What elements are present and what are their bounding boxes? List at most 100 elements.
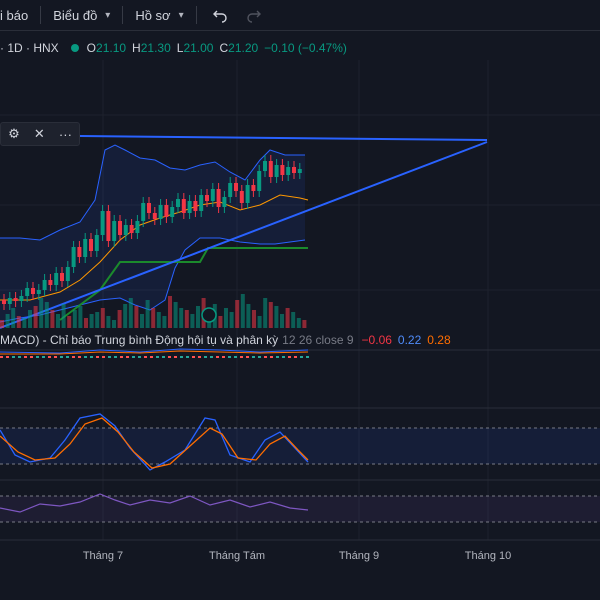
volume-bar: [84, 318, 88, 328]
profile-menu[interactable]: Hồ sơ ▾: [129, 0, 189, 30]
volume-bar: [44, 302, 49, 328]
macd-histogram-bar: [270, 356, 273, 358]
macd-histogram-bar: [282, 356, 285, 358]
macd-histogram-bar: [192, 356, 195, 358]
macd-histogram-bar: [96, 356, 99, 358]
macd-histogram-bar: [150, 356, 153, 358]
stoch-d-line: [0, 417, 309, 469]
macd-histogram-bar: [258, 356, 261, 358]
macd-histogram-bar: [36, 356, 39, 358]
candle: [181, 199, 186, 213]
volume-bar: [280, 314, 284, 328]
chart-label: Biểu đồ: [53, 7, 98, 23]
symbol-label[interactable]: · 1D · HNX: [0, 41, 59, 55]
macd-histogram-bar: [78, 356, 81, 358]
candle: [135, 221, 140, 233]
volume-bar: [22, 318, 27, 328]
macd-histogram-bar: [12, 356, 15, 358]
candle: [216, 189, 221, 207]
macd-histogram-bar: [210, 356, 213, 358]
candle: [245, 185, 250, 203]
high-value: 21.30: [140, 41, 171, 55]
close-key: C: [219, 41, 229, 55]
volume-bar: [95, 312, 100, 328]
candle: [54, 273, 59, 285]
volume-bar: [11, 308, 16, 328]
trendline-resistance: [79, 135, 488, 141]
volume-bar: [106, 316, 111, 328]
macd-histogram-bar: [240, 356, 243, 358]
macd-histogram-bar: [102, 356, 105, 358]
macd-line: [0, 348, 309, 354]
macd-histogram-bar: [156, 356, 159, 358]
candle: [205, 195, 209, 201]
macd-histogram-bar: [126, 356, 129, 358]
volume-bar: [145, 300, 150, 328]
high-key: H: [132, 41, 141, 55]
volume-bar: [179, 308, 184, 328]
volume-bar: [218, 316, 223, 328]
volume-bar: [190, 314, 195, 328]
candle: [193, 201, 198, 211]
time-axis[interactable]: Tháng 7 Tháng Tám Tháng 9 Tháng 10: [0, 540, 600, 570]
candle: [152, 213, 157, 219]
volume-bar: [252, 310, 256, 328]
gear-icon[interactable]: ⚙: [8, 126, 20, 141]
candle: [123, 225, 128, 235]
more-options-button[interactable]: ···: [58, 126, 72, 142]
macd-histogram-bar: [90, 356, 93, 358]
volume-bar: [89, 314, 94, 328]
macd-name[interactable]: MACD) - Chỉ báo Trung bình Động hội tụ v…: [0, 333, 279, 347]
candle: [83, 239, 88, 257]
candle: [129, 225, 134, 233]
volume-bar: [140, 314, 144, 328]
candle: [268, 161, 273, 177]
rsi-line: [0, 493, 309, 513]
volume-bar: [5, 314, 10, 328]
bollinger-basis: [0, 194, 309, 301]
macd-histogram-bar: [108, 356, 111, 358]
candle: [286, 167, 291, 175]
toolbar-divider: [122, 6, 124, 24]
macd-histogram-bar: [66, 356, 69, 358]
candle: [176, 199, 180, 207]
candle: [274, 165, 279, 177]
macd-histogram-bar: [234, 356, 237, 358]
volume-bar: [162, 316, 167, 328]
low-value: 21.00: [183, 41, 214, 55]
macd-legend: MACD) - Chỉ báo Trung bình Động hội tụ v…: [0, 333, 451, 347]
volume-bar: [61, 304, 66, 328]
redo-icon[interactable]: [243, 4, 265, 26]
candle: [164, 205, 169, 217]
close-icon[interactable]: ✕: [33, 126, 45, 141]
macd-histogram-bar: [174, 356, 177, 358]
time-axis-label: Tháng 10: [464, 550, 512, 562]
alerts-menu[interactable]: i báo: [0, 0, 34, 30]
volume-bar: [296, 318, 301, 328]
volume-bar: [28, 310, 32, 328]
candle: [106, 211, 111, 241]
volume-bar: [168, 296, 172, 328]
candle: [112, 221, 117, 241]
volume-bar: [274, 306, 279, 328]
chart-menu[interactable]: Biểu đồ ▾: [47, 0, 116, 30]
candle: [239, 191, 244, 203]
macd-signal-line: [0, 350, 309, 355]
macd-histogram-bar: [294, 356, 297, 358]
macd-histogram-bar: [300, 356, 303, 358]
candle: [257, 171, 262, 191]
trendline-support: [0, 141, 488, 329]
undo-icon[interactable]: [209, 4, 231, 26]
drawing-toolbar: ⚙ ✕ ···: [0, 122, 80, 146]
macd-histogram-bar: [246, 356, 249, 358]
alerts-label: i báo: [0, 7, 29, 23]
volume-bar: [156, 312, 161, 328]
open-value: 21.10: [96, 41, 127, 55]
candle: [94, 235, 99, 251]
chevron-down-icon: ▾: [105, 9, 111, 21]
candle: [228, 183, 233, 197]
volume-bar: [16, 316, 21, 328]
volume-bar: [291, 312, 296, 328]
candle: [292, 167, 296, 173]
